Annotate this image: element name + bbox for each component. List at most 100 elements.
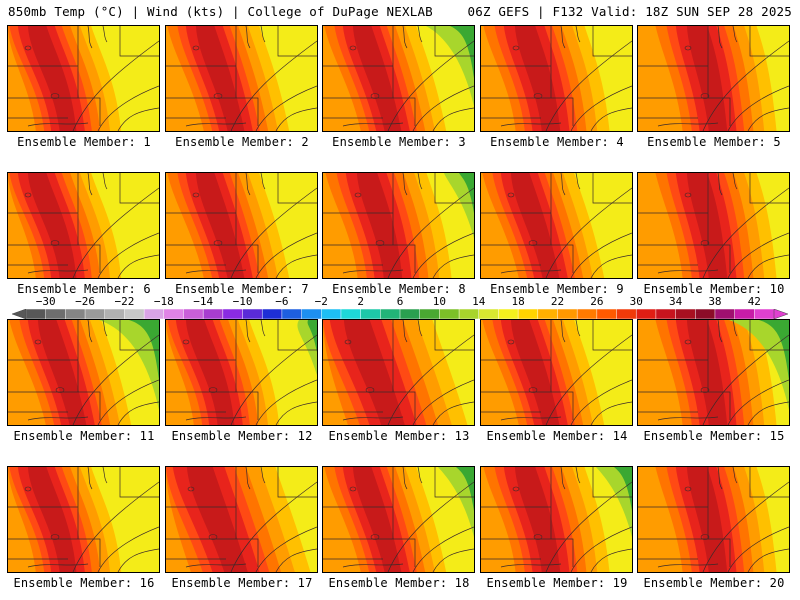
- panel-label-4: Ensemble Member: 4: [490, 135, 624, 149]
- state-boundary: [570, 379, 632, 425]
- state-boundary: [260, 173, 266, 190]
- cold-area: [450, 26, 474, 78]
- contour: [344, 339, 352, 345]
- panel-label-19: Ensemble Member: 19: [486, 576, 628, 590]
- colorbar-segment: [340, 309, 362, 319]
- panel-label-1: Ensemble Member: 1: [17, 135, 151, 149]
- state-boundary: [402, 173, 408, 196]
- state-boundary: [434, 173, 474, 204]
- panel-label-17: Ensemble Member: 17: [171, 576, 313, 590]
- contour: [50, 534, 60, 540]
- temp-band: [686, 320, 728, 425]
- state-boundary: [323, 538, 416, 567]
- panel-label-12: Ensemble Member: 12: [171, 429, 313, 443]
- state-boundary: [592, 26, 632, 57]
- state-boundary: [245, 26, 251, 49]
- contour: [684, 192, 692, 198]
- contour: [370, 534, 380, 540]
- colorbar-segment: [576, 309, 598, 319]
- state-boundary: [638, 244, 731, 273]
- panel-label-5: Ensemble Member: 5: [647, 135, 781, 149]
- state-boundary: [323, 97, 416, 126]
- ensemble-panel-2: [165, 25, 318, 132]
- contour: [182, 339, 190, 345]
- state-boundary: [87, 320, 93, 343]
- panel-label-14: Ensemble Member: 14: [486, 429, 628, 443]
- state-boundary: [749, 467, 789, 498]
- state-boundary: [117, 107, 159, 131]
- state-boundary: [277, 320, 317, 351]
- contour: [684, 45, 692, 51]
- chart-title: 850mb Temp (°C) | Wind (kts) | College o…: [8, 4, 433, 19]
- colorbar-svg: [12, 309, 788, 319]
- state-boundary: [432, 548, 474, 572]
- colorbar-segment: [104, 309, 125, 319]
- contour: [24, 486, 32, 492]
- state-boundary: [275, 548, 317, 572]
- state-boundary: [323, 244, 416, 273]
- state-boundary: [102, 320, 108, 337]
- contour: [192, 45, 200, 51]
- panel-label-20: Ensemble Member: 20: [643, 576, 785, 590]
- temperature-map: [638, 173, 789, 278]
- state-boundary: [432, 107, 474, 131]
- state-boundary: [245, 320, 251, 343]
- ensemble-panel-3: [322, 25, 475, 132]
- state-boundary: [97, 379, 159, 425]
- ensemble-panel-13: [322, 319, 475, 426]
- cool-area: [438, 467, 474, 537]
- state-boundary: [657, 122, 719, 127]
- contour: [213, 240, 223, 246]
- contour: [213, 93, 223, 99]
- state-boundary: [560, 320, 566, 343]
- state-boundary: [417, 467, 423, 484]
- colorbar-tick-label: −10: [232, 295, 253, 308]
- temp-band: [510, 320, 560, 425]
- temperature-map: [8, 26, 159, 131]
- temp-band: [37, 320, 87, 425]
- state-boundary: [747, 107, 789, 131]
- temp-band: [514, 467, 561, 572]
- colorbar-segment: [301, 309, 322, 319]
- contour: [375, 240, 385, 246]
- state-boundary: [560, 173, 566, 196]
- temperature-map: [481, 26, 632, 131]
- state-boundary: [590, 107, 632, 131]
- colorbar-tick-label: 22: [550, 295, 565, 308]
- temperature-map: [481, 467, 632, 572]
- state-boundary: [8, 391, 101, 420]
- state-boundary: [702, 40, 789, 131]
- ensemble-panel-5: [637, 25, 790, 132]
- state-boundary: [749, 173, 789, 204]
- state-boundary: [185, 563, 247, 568]
- state-boundary: [500, 416, 562, 421]
- contour: [512, 45, 520, 51]
- contour: [684, 339, 692, 345]
- temp-band: [185, 320, 235, 425]
- state-boundary: [702, 187, 789, 278]
- colorbar-arrow-right: [773, 309, 788, 319]
- colorbar-arrow-left: [12, 309, 27, 319]
- contour: [349, 45, 357, 51]
- state-boundary: [102, 173, 108, 190]
- state-boundary: [749, 26, 789, 57]
- state-boundary: [97, 232, 159, 278]
- ensemble-panel-11: [7, 319, 160, 426]
- contour: [684, 486, 692, 492]
- contour: [50, 93, 60, 99]
- temp-band: [186, 467, 248, 572]
- colorbar-tick-label: −30: [35, 295, 56, 308]
- contour: [507, 192, 515, 198]
- temp-band: [27, 467, 77, 572]
- contour: [533, 534, 543, 540]
- temp-band: [27, 26, 77, 131]
- state-boundary: [245, 173, 251, 196]
- state-boundary: [275, 401, 317, 425]
- ensemble-panel-9: [480, 172, 633, 279]
- state-boundary: [275, 254, 317, 278]
- state-boundary: [342, 563, 404, 568]
- state-boundary: [727, 379, 789, 425]
- colorbar-segment: [557, 309, 578, 319]
- state-boundary: [87, 26, 93, 49]
- temp-band: [510, 173, 560, 278]
